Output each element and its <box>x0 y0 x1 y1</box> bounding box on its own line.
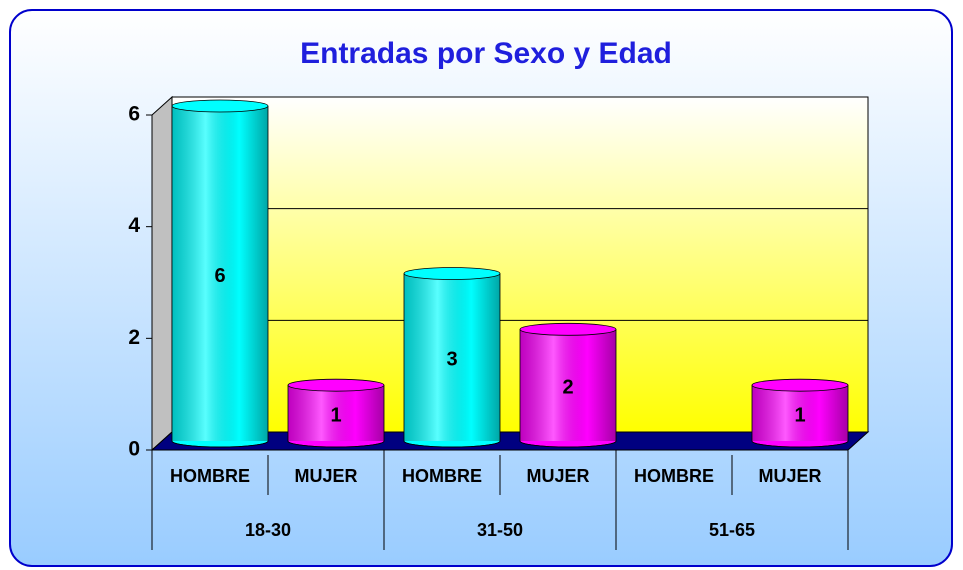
x-tick-label: HOMBRE <box>402 466 482 486</box>
bar <box>519 322 617 448</box>
bar <box>403 267 501 448</box>
bar-top <box>171 99 269 113</box>
bar-outline <box>171 106 269 448</box>
group-label: 18-30 <box>245 520 291 540</box>
bar-shade <box>520 329 616 441</box>
bar-shade <box>752 385 848 441</box>
group-label: 51-65 <box>709 520 755 540</box>
group-label: 31-50 <box>477 520 523 540</box>
x-tick-label: MUJER <box>758 466 821 486</box>
x-tick-label: MUJER <box>294 466 357 486</box>
data-label: 3 <box>446 349 457 371</box>
x-tick-label: MUJER <box>526 466 589 486</box>
y-tick-label: 2 <box>128 326 140 349</box>
bar-shade <box>172 106 268 441</box>
data-label: 2 <box>562 376 573 398</box>
data-label: 6 <box>214 265 225 287</box>
bar-top <box>403 267 501 280</box>
bar <box>171 99 269 448</box>
y-tick-label: 4 <box>128 214 140 237</box>
data-label: 1 <box>330 404 341 426</box>
bar-shade <box>404 273 500 441</box>
y-tick-label: 0 <box>128 438 140 461</box>
x-tick-label: HOMBRE <box>170 466 250 486</box>
bar-outline <box>287 385 385 448</box>
bar-outline <box>519 329 617 448</box>
x-tick-label: HOMBRE <box>634 466 714 486</box>
data-label: 1 <box>794 404 805 426</box>
bar-outline <box>403 273 501 448</box>
bar <box>751 378 849 448</box>
chart-title: Entradas por Sexo y Edad <box>300 37 672 70</box>
side-wall <box>151 95 173 452</box>
bar-outline <box>751 385 849 448</box>
bar-top <box>287 378 385 392</box>
y-tick-label: 6 <box>128 103 140 126</box>
bar-shade <box>288 385 384 441</box>
bar-top <box>751 378 849 392</box>
bar-top <box>519 322 617 336</box>
bar <box>287 378 385 448</box>
